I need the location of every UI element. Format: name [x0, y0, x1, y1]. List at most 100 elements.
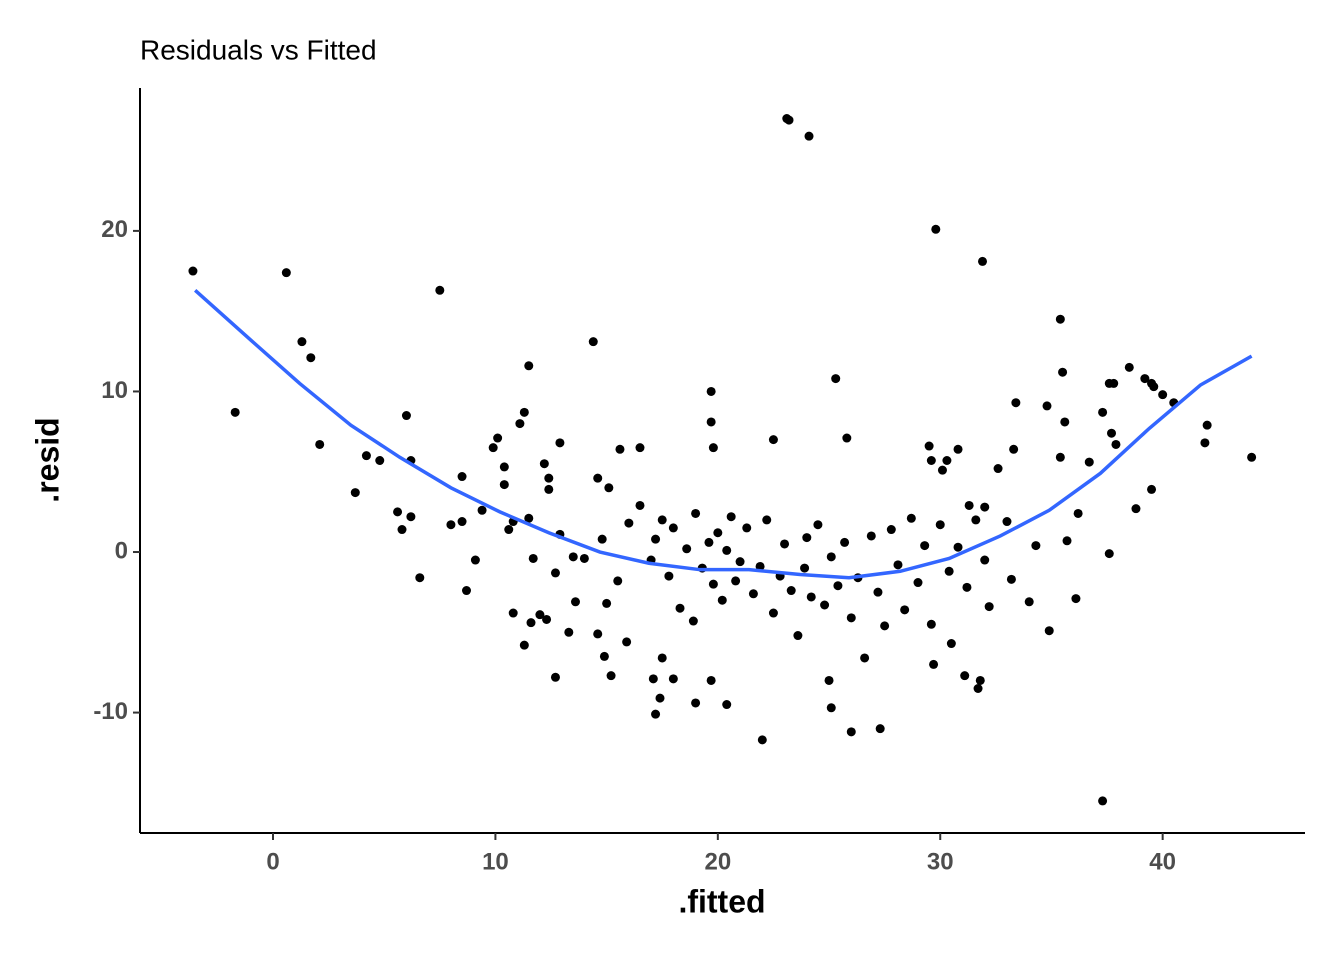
point	[375, 456, 385, 465]
point	[1055, 314, 1065, 324]
point	[846, 727, 856, 737]
point	[813, 520, 823, 530]
point	[393, 507, 403, 517]
point	[831, 374, 841, 384]
point	[826, 703, 836, 713]
point	[980, 502, 990, 512]
point	[962, 582, 972, 592]
point	[691, 508, 701, 518]
point	[535, 610, 545, 620]
point	[597, 534, 607, 544]
point	[722, 700, 732, 710]
point	[477, 505, 487, 515]
x-tick-label: 0	[266, 848, 279, 875]
point	[406, 512, 416, 522]
point	[1247, 452, 1257, 462]
point	[1109, 378, 1119, 388]
x-tick-label: 20	[704, 848, 731, 875]
point	[1055, 452, 1065, 462]
point	[1149, 382, 1159, 392]
point	[1011, 398, 1021, 408]
point	[688, 616, 698, 626]
point	[762, 515, 772, 525]
point	[1042, 401, 1052, 411]
x-tick-label: 40	[1149, 848, 1176, 875]
point	[1006, 574, 1016, 584]
point	[297, 337, 307, 347]
point	[906, 513, 916, 523]
point	[833, 581, 843, 591]
point	[519, 407, 529, 417]
point	[993, 464, 1003, 474]
point	[873, 587, 883, 597]
point	[555, 438, 565, 448]
point	[306, 353, 316, 363]
point	[742, 523, 752, 533]
point	[708, 443, 718, 453]
point	[613, 576, 623, 586]
point	[926, 619, 936, 629]
point	[668, 523, 678, 533]
y-tick-label: 0	[115, 537, 128, 564]
point	[1073, 508, 1083, 518]
point	[960, 671, 970, 681]
point	[606, 671, 616, 681]
point	[722, 545, 732, 555]
point	[499, 480, 509, 490]
point	[488, 443, 498, 453]
point	[937, 465, 947, 475]
y-tick-label: 10	[101, 377, 128, 404]
point	[550, 672, 560, 682]
point	[980, 555, 990, 565]
point	[866, 531, 876, 541]
point	[361, 451, 371, 461]
point	[953, 542, 963, 552]
point	[780, 539, 790, 549]
point	[397, 525, 407, 535]
point	[281, 268, 291, 278]
point	[1200, 438, 1210, 448]
point	[655, 693, 665, 703]
point	[602, 598, 612, 608]
point	[1140, 374, 1150, 384]
point	[706, 386, 716, 396]
point	[657, 515, 667, 525]
point	[944, 566, 954, 576]
point	[604, 483, 614, 493]
point	[635, 443, 645, 453]
point	[188, 266, 198, 276]
point	[800, 563, 810, 573]
point	[1071, 594, 1081, 604]
y-axis-title: .resid	[29, 417, 65, 502]
point	[706, 417, 716, 427]
point	[842, 433, 852, 443]
point	[593, 473, 603, 483]
point	[973, 683, 983, 693]
point	[519, 640, 529, 650]
point	[802, 533, 812, 543]
point	[1107, 428, 1117, 438]
point	[1024, 597, 1034, 607]
point	[975, 675, 985, 685]
point	[726, 512, 736, 522]
point	[893, 560, 903, 570]
smooth-line	[193, 289, 1253, 580]
point	[648, 674, 658, 684]
chart-title: Residuals vs Fitted	[140, 34, 377, 65]
point	[593, 629, 603, 639]
point	[913, 578, 923, 588]
point	[691, 698, 701, 708]
point	[1044, 626, 1054, 636]
point	[315, 439, 325, 449]
point	[544, 473, 554, 483]
point	[953, 444, 963, 454]
point	[524, 513, 534, 523]
point	[1031, 541, 1041, 551]
point	[860, 653, 870, 663]
point	[926, 456, 936, 465]
point	[230, 407, 240, 417]
point	[735, 557, 745, 567]
x-tick-label: 30	[927, 848, 954, 875]
point	[708, 579, 718, 589]
